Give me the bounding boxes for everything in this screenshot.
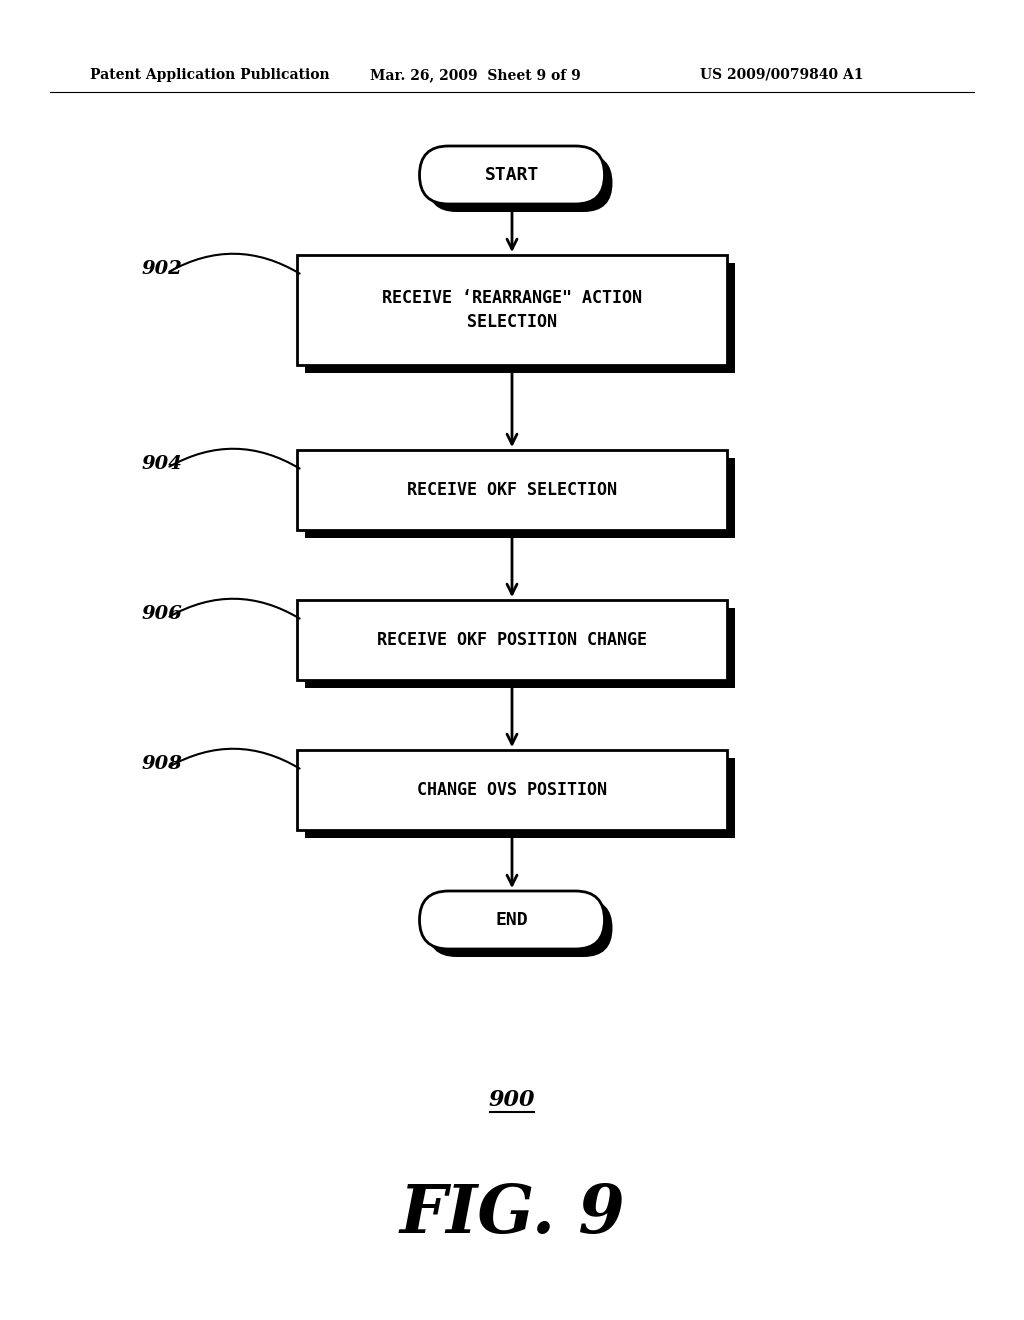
Text: 900: 900 [488,1089,536,1111]
Text: US 2009/0079840 A1: US 2009/0079840 A1 [700,69,863,82]
FancyBboxPatch shape [427,899,612,957]
Text: FIG. 9: FIG. 9 [399,1183,625,1247]
FancyBboxPatch shape [305,758,735,838]
Text: Patent Application Publication: Patent Application Publication [90,69,330,82]
FancyBboxPatch shape [305,609,735,688]
Text: 906: 906 [142,605,183,623]
Text: RECEIVE ‘REARRANGE" ACTION
SELECTION: RECEIVE ‘REARRANGE" ACTION SELECTION [382,289,642,331]
Text: Mar. 26, 2009  Sheet 9 of 9: Mar. 26, 2009 Sheet 9 of 9 [370,69,581,82]
Text: RECEIVE OKF POSITION CHANGE: RECEIVE OKF POSITION CHANGE [377,631,647,649]
Text: 908: 908 [142,755,183,774]
Text: 902: 902 [142,260,183,279]
FancyBboxPatch shape [297,255,727,366]
Text: 904: 904 [142,455,183,473]
FancyBboxPatch shape [297,601,727,680]
Text: CHANGE OVS POSITION: CHANGE OVS POSITION [417,781,607,799]
FancyBboxPatch shape [305,458,735,539]
FancyBboxPatch shape [305,263,735,374]
Text: END: END [496,911,528,929]
Text: RECEIVE OKF SELECTION: RECEIVE OKF SELECTION [407,480,617,499]
FancyBboxPatch shape [297,750,727,830]
FancyBboxPatch shape [420,891,604,949]
FancyBboxPatch shape [297,450,727,531]
FancyBboxPatch shape [427,154,612,213]
Text: START: START [484,166,540,183]
FancyBboxPatch shape [420,147,604,205]
